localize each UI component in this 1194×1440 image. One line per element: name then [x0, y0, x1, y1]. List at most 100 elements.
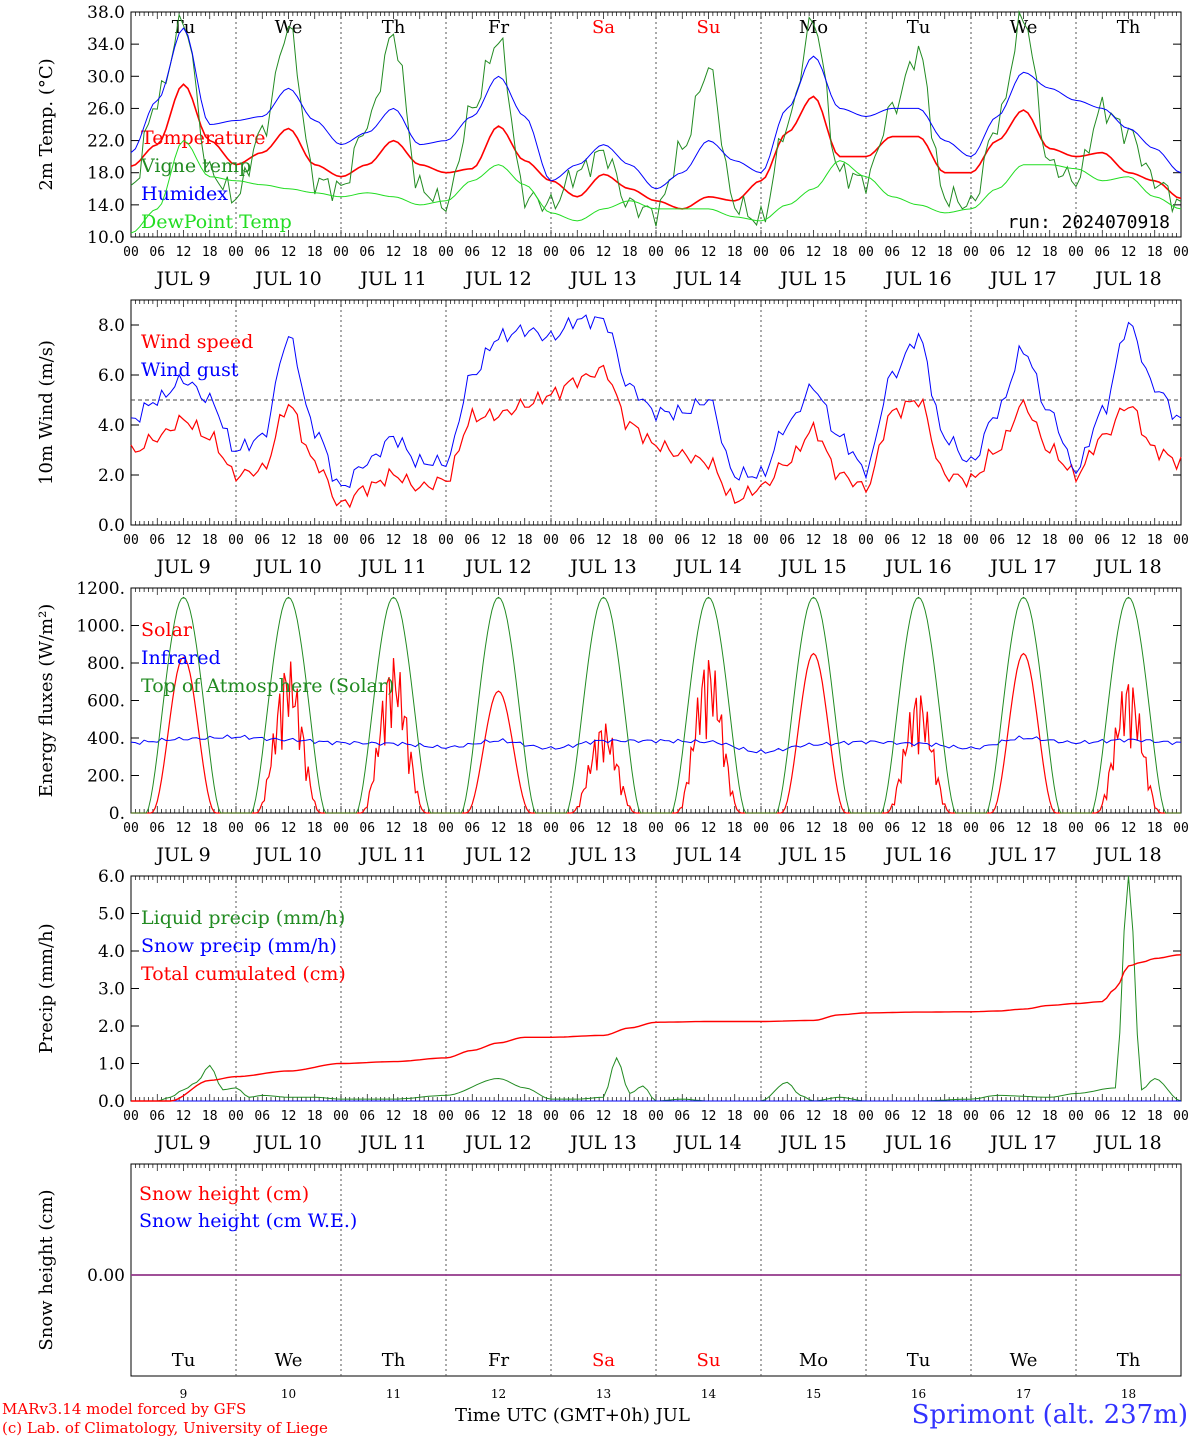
series-line-temperature — [130, 83, 1182, 210]
hour-tick-label: 06 — [989, 245, 1005, 260]
series-line-wind-speed — [130, 364, 1182, 509]
y-tick-label: 5.0 — [98, 905, 125, 925]
hour-tick-label: 18 — [832, 533, 848, 548]
date-label: JUL 18 — [1093, 844, 1161, 866]
hour-tick-label: 00 — [858, 1109, 874, 1124]
date-label: JUL 15 — [778, 1132, 846, 1154]
date-label: JUL 18 — [1093, 556, 1161, 578]
legend-entry: Humidex — [141, 183, 228, 205]
hour-tick-label: 12 — [596, 1109, 612, 1124]
hour-tick-label: 06 — [359, 821, 375, 836]
hour-tick-label: 00 — [753, 821, 769, 836]
date-label: JUL 12 — [463, 844, 531, 866]
hour-tick-label: 00 — [648, 533, 664, 548]
hour-tick-label: 00 — [438, 821, 454, 836]
hour-tick-label: 18 — [832, 245, 848, 260]
y-tick-label: 0.0 — [98, 516, 125, 536]
hour-tick-label: 12 — [596, 821, 612, 836]
date-label: JUL 11 — [358, 268, 426, 290]
legend-entry: Snow height (cm) — [139, 1183, 309, 1205]
hour-tick-label: 12 — [491, 1109, 507, 1124]
hour-tick-label: 18 — [202, 821, 218, 836]
hour-tick-label: 18 — [307, 1109, 323, 1124]
hour-tick-label: 18 — [202, 1109, 218, 1124]
meteogram: 10.0 14.0 18.0 22.0 26.0 30.0 34.0 38.0 2m Temp.… — [36, 3, 1189, 1400]
legend-entry: DewPoint Temp — [141, 211, 292, 233]
hour-tick-label: 00 — [963, 533, 979, 548]
hour-tick-label: 06 — [359, 533, 375, 548]
day-number-label: 12 — [491, 1387, 506, 1400]
y-tick-label: 0.00 — [87, 1266, 125, 1286]
hour-tick-label: 12 — [281, 245, 297, 260]
hour-tick-label: 12 — [806, 1109, 822, 1124]
date-label: JUL 15 — [778, 268, 846, 290]
hour-tick-label: 06 — [674, 821, 690, 836]
y-axis-title: 2m Temp. (°C) — [36, 58, 57, 190]
day-number-label: 13 — [596, 1387, 611, 1400]
legend-entry: Wind speed — [141, 331, 253, 353]
hour-tick-label: 18 — [1042, 245, 1058, 260]
y-tick-label: 1.0 — [98, 1055, 125, 1075]
date-label: JUL 9 — [154, 556, 210, 578]
hour-tick-label: 18 — [937, 1109, 953, 1124]
date-label: JUL 17 — [988, 844, 1056, 866]
weekday-label: Fr — [488, 1350, 509, 1371]
y-tick-label: 2.0 — [98, 1017, 125, 1037]
hour-tick-label: 06 — [149, 533, 165, 548]
hour-tick-label: 06 — [464, 1109, 480, 1124]
hour-tick-label: 18 — [1147, 533, 1163, 548]
hour-tick-label: 12 — [176, 1109, 192, 1124]
date-label: JUL 18 — [1093, 1132, 1161, 1154]
hour-tick-label: 00 — [228, 245, 244, 260]
hour-tick-label: 06 — [674, 1109, 690, 1124]
hour-tick-label: 12 — [386, 245, 402, 260]
date-label: JUL 10 — [253, 844, 321, 866]
hour-tick-label: 12 — [491, 533, 507, 548]
y-tick-label: 18.0 — [87, 164, 125, 184]
hour-tick-label: 18 — [832, 1109, 848, 1124]
hour-tick-label: 00 — [648, 245, 664, 260]
legend-entry: Snow height (cm W.E.) — [139, 1210, 357, 1232]
hour-tick-label: 12 — [1016, 821, 1032, 836]
time-axis-title: Time UTC (GMT+0h) JUL — [455, 1405, 690, 1426]
hour-tick-label: 00 — [963, 821, 979, 836]
station-name: Sprimont (alt. 237m) — [911, 1400, 1188, 1430]
date-label: JUL 10 — [253, 1132, 321, 1154]
hour-tick-label: 12 — [806, 821, 822, 836]
hour-tick-label: 12 — [701, 1109, 717, 1124]
date-label: JUL 13 — [568, 268, 636, 290]
y-tick-label: 1000. — [76, 617, 125, 637]
hour-tick-label: 00 — [123, 1109, 139, 1124]
hour-tick-label: 06 — [254, 245, 270, 260]
hour-tick-label: 12 — [386, 821, 402, 836]
hour-tick-label: 00 — [858, 245, 874, 260]
date-label: JUL 15 — [778, 844, 846, 866]
date-label: JUL 12 — [463, 1132, 531, 1154]
hour-tick-label: 12 — [1016, 1109, 1032, 1124]
weekday-label: Mo — [799, 17, 828, 38]
hour-tick-label: 00 — [333, 821, 349, 836]
hour-tick-label: 06 — [884, 245, 900, 260]
series-line-top-of-atmosphere-solar- — [131, 596, 1181, 814]
y-tick-label: 26.0 — [87, 99, 125, 119]
hour-tick-label: 12 — [281, 1109, 297, 1124]
hour-tick-label: 00 — [543, 821, 559, 836]
weekday-label: Tu — [907, 17, 931, 38]
hour-tick-label: 12 — [1016, 245, 1032, 260]
hour-tick-label: 00 — [333, 533, 349, 548]
weekday-label: Th — [382, 17, 406, 38]
hour-tick-label: 18 — [517, 821, 533, 836]
hour-tick-label: 18 — [412, 821, 428, 836]
legend-entry: Vigne temp — [140, 155, 251, 177]
hour-tick-label: 18 — [622, 821, 638, 836]
date-label: JUL 16 — [883, 1132, 951, 1154]
y-tick-label: 22.0 — [87, 132, 125, 152]
hour-tick-label: 00 — [1173, 821, 1189, 836]
hour-tick-label: 06 — [359, 245, 375, 260]
hour-tick-label: 12 — [1121, 245, 1137, 260]
hour-tick-label: 12 — [911, 245, 927, 260]
hour-tick-label: 12 — [1121, 533, 1137, 548]
hour-tick-label: 06 — [359, 1109, 375, 1124]
hour-tick-label: 12 — [491, 821, 507, 836]
hour-tick-label: 12 — [911, 821, 927, 836]
